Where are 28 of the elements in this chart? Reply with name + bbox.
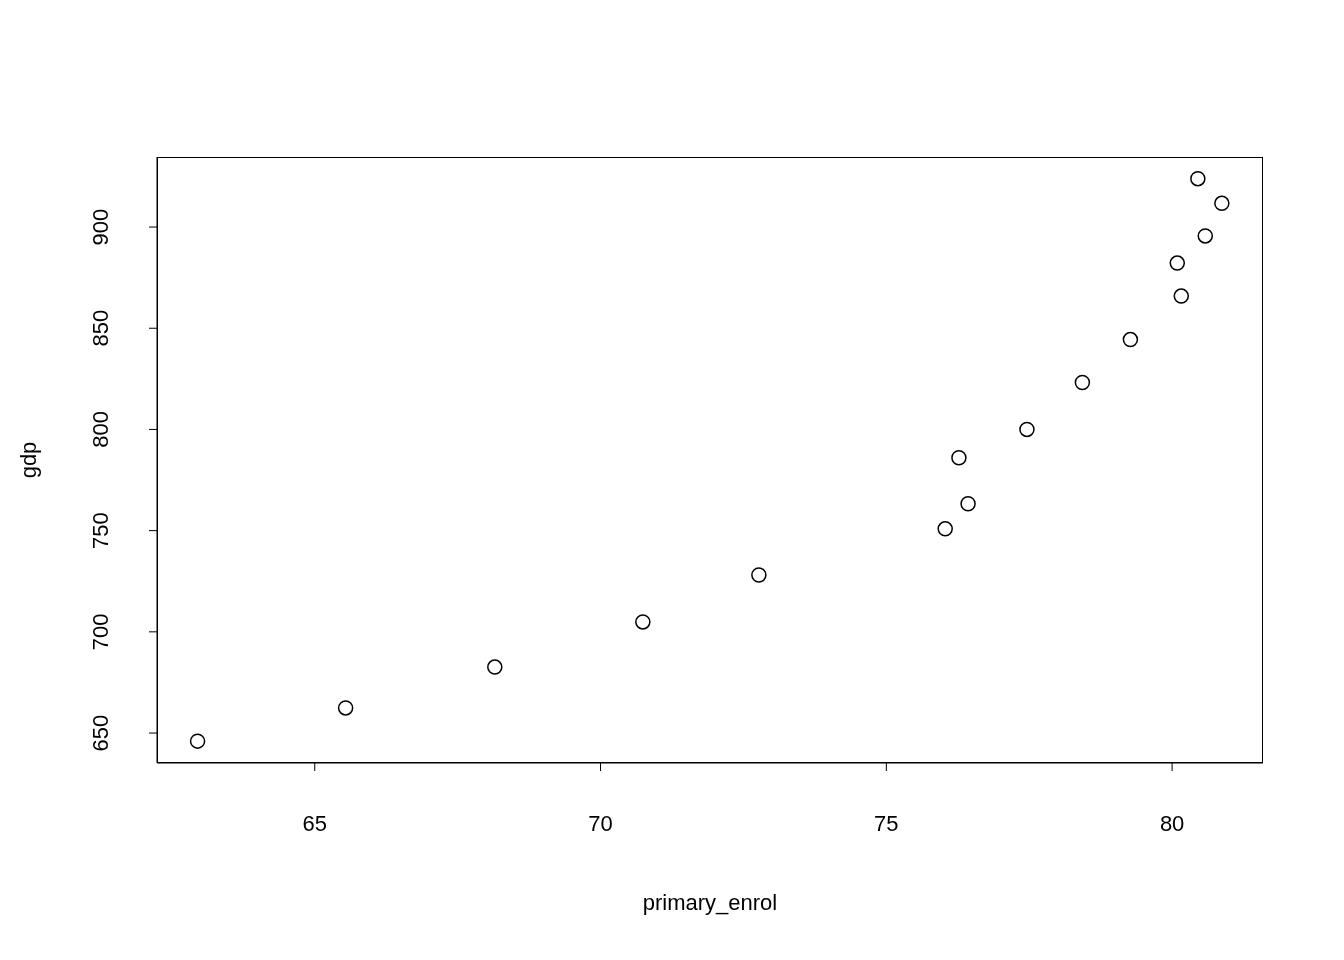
point xyxy=(635,614,651,630)
x-tick-label: 75 xyxy=(874,811,899,836)
x-tick-label: 70 xyxy=(588,811,613,836)
x-tick-label: 80 xyxy=(1159,811,1185,836)
point xyxy=(189,733,206,749)
y-tick-label: 900 xyxy=(88,208,113,246)
y-tick-label: 700 xyxy=(88,613,113,651)
point xyxy=(960,495,976,512)
x-tick-label: 65 xyxy=(302,811,327,836)
point xyxy=(1197,228,1214,244)
y-tick-label: 800 xyxy=(88,411,113,448)
point xyxy=(937,521,953,537)
point xyxy=(337,700,354,716)
y-tick-label: 850 xyxy=(88,309,113,347)
point xyxy=(1190,170,1206,187)
point xyxy=(1214,195,1230,212)
point xyxy=(751,567,767,583)
point xyxy=(1169,255,1186,271)
point xyxy=(1122,331,1139,348)
point xyxy=(1019,421,1035,438)
y-tick-label: 750 xyxy=(88,512,113,549)
point xyxy=(1074,374,1091,391)
point xyxy=(951,450,967,466)
point xyxy=(487,659,503,675)
point xyxy=(1173,288,1190,304)
x-axis-title: primary_enrol xyxy=(642,890,778,915)
y-tick-label: 650 xyxy=(88,714,113,752)
y-axis-title: gdp xyxy=(15,441,41,479)
